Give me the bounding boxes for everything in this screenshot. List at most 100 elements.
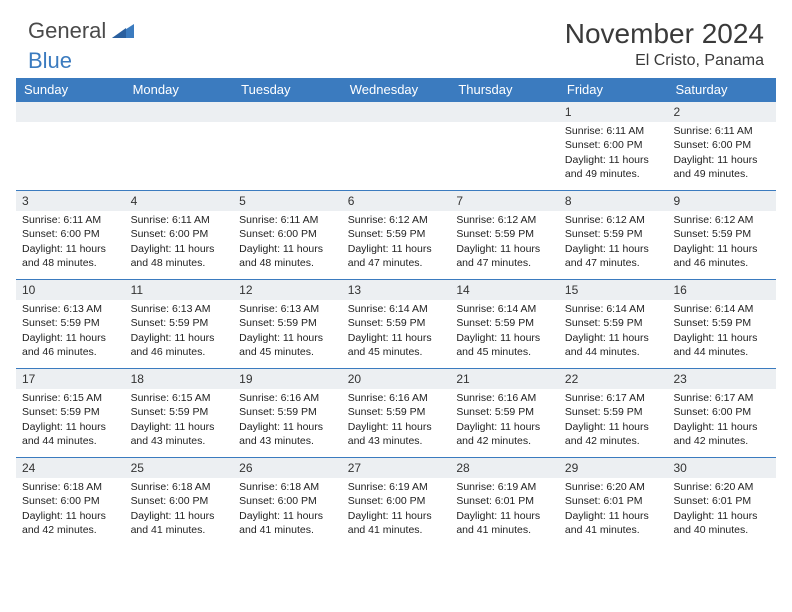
day-header: Monday bbox=[125, 78, 234, 101]
day-number: 3 bbox=[16, 191, 125, 211]
sunrise-line: Sunrise: 6:14 AM bbox=[348, 302, 445, 316]
daylight-line: Daylight: 11 hours and 41 minutes. bbox=[348, 509, 445, 537]
sunset-line: Sunset: 5:59 PM bbox=[22, 405, 119, 419]
week-row: 17Sunrise: 6:15 AMSunset: 5:59 PMDayligh… bbox=[16, 368, 776, 457]
sunrise-line: Sunrise: 6:14 AM bbox=[565, 302, 662, 316]
day-cell: 16Sunrise: 6:14 AMSunset: 5:59 PMDayligh… bbox=[667, 280, 776, 368]
day-cell: 27Sunrise: 6:19 AMSunset: 6:00 PMDayligh… bbox=[342, 458, 451, 546]
day-cell: 23Sunrise: 6:17 AMSunset: 6:00 PMDayligh… bbox=[667, 369, 776, 457]
logo-sub: Blue bbox=[28, 48, 72, 74]
day-cell: 15Sunrise: 6:14 AMSunset: 5:59 PMDayligh… bbox=[559, 280, 668, 368]
week-row: 10Sunrise: 6:13 AMSunset: 5:59 PMDayligh… bbox=[16, 279, 776, 368]
day-body: Sunrise: 6:16 AMSunset: 5:59 PMDaylight:… bbox=[342, 389, 451, 452]
title-block: November 2024 El Cristo, Panama bbox=[565, 18, 764, 70]
daylight-line: Daylight: 11 hours and 41 minutes. bbox=[565, 509, 662, 537]
sunrise-line: Sunrise: 6:20 AM bbox=[673, 480, 770, 494]
day-cell: 20Sunrise: 6:16 AMSunset: 5:59 PMDayligh… bbox=[342, 369, 451, 457]
day-cell-empty bbox=[233, 102, 342, 190]
day-number: 21 bbox=[450, 369, 559, 389]
day-body: Sunrise: 6:11 AMSunset: 6:00 PMDaylight:… bbox=[667, 122, 776, 185]
day-cell: 18Sunrise: 6:15 AMSunset: 5:59 PMDayligh… bbox=[125, 369, 234, 457]
daylight-line: Daylight: 11 hours and 49 minutes. bbox=[673, 153, 770, 181]
day-cell: 10Sunrise: 6:13 AMSunset: 5:59 PMDayligh… bbox=[16, 280, 125, 368]
day-cell: 5Sunrise: 6:11 AMSunset: 6:00 PMDaylight… bbox=[233, 191, 342, 279]
day-cell: 26Sunrise: 6:18 AMSunset: 6:00 PMDayligh… bbox=[233, 458, 342, 546]
day-body: Sunrise: 6:14 AMSunset: 5:59 PMDaylight:… bbox=[559, 300, 668, 363]
sunset-line: Sunset: 5:59 PM bbox=[565, 316, 662, 330]
sunrise-line: Sunrise: 6:14 AM bbox=[456, 302, 553, 316]
day-number: 9 bbox=[667, 191, 776, 211]
day-cell: 2Sunrise: 6:11 AMSunset: 6:00 PMDaylight… bbox=[667, 102, 776, 190]
day-number: 30 bbox=[667, 458, 776, 478]
sunset-line: Sunset: 6:00 PM bbox=[22, 494, 119, 508]
day-body: Sunrise: 6:13 AMSunset: 5:59 PMDaylight:… bbox=[16, 300, 125, 363]
daylight-line: Daylight: 11 hours and 49 minutes. bbox=[565, 153, 662, 181]
day-header: Thursday bbox=[450, 78, 559, 101]
sunset-line: Sunset: 5:59 PM bbox=[348, 405, 445, 419]
day-header: Wednesday bbox=[342, 78, 451, 101]
sunset-line: Sunset: 5:59 PM bbox=[456, 316, 553, 330]
day-cell: 22Sunrise: 6:17 AMSunset: 5:59 PMDayligh… bbox=[559, 369, 668, 457]
sunset-line: Sunset: 5:59 PM bbox=[131, 316, 228, 330]
day-body: Sunrise: 6:20 AMSunset: 6:01 PMDaylight:… bbox=[667, 478, 776, 541]
day-cell: 19Sunrise: 6:16 AMSunset: 5:59 PMDayligh… bbox=[233, 369, 342, 457]
day-body: Sunrise: 6:18 AMSunset: 6:00 PMDaylight:… bbox=[125, 478, 234, 541]
day-number: 25 bbox=[125, 458, 234, 478]
sunset-line: Sunset: 6:01 PM bbox=[565, 494, 662, 508]
day-cell-empty bbox=[125, 102, 234, 190]
week-row: 3Sunrise: 6:11 AMSunset: 6:00 PMDaylight… bbox=[16, 190, 776, 279]
location: El Cristo, Panama bbox=[565, 52, 764, 70]
sunrise-line: Sunrise: 6:11 AM bbox=[131, 213, 228, 227]
sunset-line: Sunset: 6:00 PM bbox=[239, 227, 336, 241]
day-body: Sunrise: 6:16 AMSunset: 5:59 PMDaylight:… bbox=[233, 389, 342, 452]
sunrise-line: Sunrise: 6:15 AM bbox=[131, 391, 228, 405]
daylight-line: Daylight: 11 hours and 45 minutes. bbox=[348, 331, 445, 359]
day-number: 2 bbox=[667, 102, 776, 122]
day-header: Sunday bbox=[16, 78, 125, 101]
day-cell-empty bbox=[342, 102, 451, 190]
sunset-line: Sunset: 6:00 PM bbox=[131, 494, 228, 508]
daylight-line: Daylight: 11 hours and 40 minutes. bbox=[673, 509, 770, 537]
day-body: Sunrise: 6:11 AMSunset: 6:00 PMDaylight:… bbox=[16, 211, 125, 274]
sunrise-line: Sunrise: 6:13 AM bbox=[239, 302, 336, 316]
day-number: 27 bbox=[342, 458, 451, 478]
day-body: Sunrise: 6:19 AMSunset: 6:00 PMDaylight:… bbox=[342, 478, 451, 541]
sunrise-line: Sunrise: 6:12 AM bbox=[565, 213, 662, 227]
day-cell: 17Sunrise: 6:15 AMSunset: 5:59 PMDayligh… bbox=[16, 369, 125, 457]
daylight-line: Daylight: 11 hours and 46 minutes. bbox=[673, 242, 770, 270]
sunset-line: Sunset: 5:59 PM bbox=[673, 316, 770, 330]
sunset-line: Sunset: 5:59 PM bbox=[456, 405, 553, 419]
day-cell: 25Sunrise: 6:18 AMSunset: 6:00 PMDayligh… bbox=[125, 458, 234, 546]
day-header: Tuesday bbox=[233, 78, 342, 101]
daylight-line: Daylight: 11 hours and 45 minutes. bbox=[456, 331, 553, 359]
week-row: 1Sunrise: 6:11 AMSunset: 6:00 PMDaylight… bbox=[16, 101, 776, 190]
sunset-line: Sunset: 5:59 PM bbox=[348, 227, 445, 241]
daylight-line: Daylight: 11 hours and 47 minutes. bbox=[348, 242, 445, 270]
daylight-line: Daylight: 11 hours and 47 minutes. bbox=[456, 242, 553, 270]
day-body: Sunrise: 6:15 AMSunset: 5:59 PMDaylight:… bbox=[16, 389, 125, 452]
sunrise-line: Sunrise: 6:17 AM bbox=[673, 391, 770, 405]
sunrise-line: Sunrise: 6:13 AM bbox=[22, 302, 119, 316]
day-body: Sunrise: 6:12 AMSunset: 5:59 PMDaylight:… bbox=[342, 211, 451, 274]
day-cell: 11Sunrise: 6:13 AMSunset: 5:59 PMDayligh… bbox=[125, 280, 234, 368]
day-cell-empty bbox=[450, 102, 559, 190]
day-cell: 12Sunrise: 6:13 AMSunset: 5:59 PMDayligh… bbox=[233, 280, 342, 368]
sunset-line: Sunset: 5:59 PM bbox=[456, 227, 553, 241]
sunrise-line: Sunrise: 6:11 AM bbox=[673, 124, 770, 138]
sunrise-line: Sunrise: 6:12 AM bbox=[348, 213, 445, 227]
day-header: Friday bbox=[559, 78, 668, 101]
day-body: Sunrise: 6:20 AMSunset: 6:01 PMDaylight:… bbox=[559, 478, 668, 541]
day-num-empty bbox=[342, 102, 451, 122]
sunset-line: Sunset: 6:00 PM bbox=[348, 494, 445, 508]
day-cell: 24Sunrise: 6:18 AMSunset: 6:00 PMDayligh… bbox=[16, 458, 125, 546]
day-number: 28 bbox=[450, 458, 559, 478]
day-body: Sunrise: 6:11 AMSunset: 6:00 PMDaylight:… bbox=[125, 211, 234, 274]
logo: General bbox=[28, 18, 136, 44]
day-body: Sunrise: 6:12 AMSunset: 5:59 PMDaylight:… bbox=[559, 211, 668, 274]
day-number: 24 bbox=[16, 458, 125, 478]
day-number: 10 bbox=[16, 280, 125, 300]
day-body: Sunrise: 6:13 AMSunset: 5:59 PMDaylight:… bbox=[125, 300, 234, 363]
day-header-row: SundayMondayTuesdayWednesdayThursdayFrid… bbox=[16, 78, 776, 101]
sunrise-line: Sunrise: 6:19 AM bbox=[456, 480, 553, 494]
sunset-line: Sunset: 5:59 PM bbox=[239, 405, 336, 419]
